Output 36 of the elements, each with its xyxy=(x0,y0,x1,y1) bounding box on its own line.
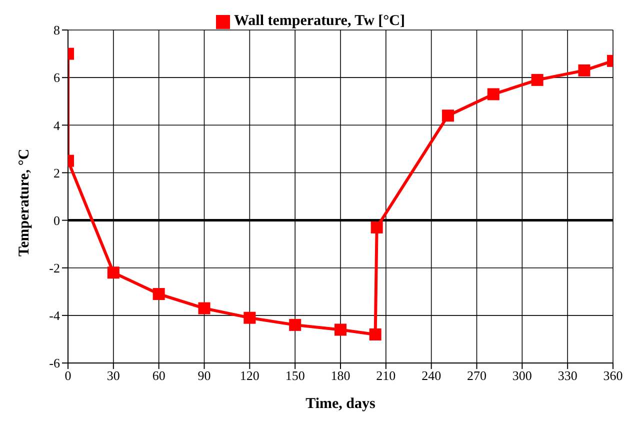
x-tick-label: 300 xyxy=(512,368,532,384)
x-tick-label: 30 xyxy=(106,368,120,384)
x-tick-label: 60 xyxy=(152,368,166,384)
x-tick-label: 210 xyxy=(376,368,396,384)
y-tick-label: 8 xyxy=(54,22,60,38)
point xyxy=(442,110,454,122)
point xyxy=(531,74,544,86)
point xyxy=(198,302,210,314)
x-tick-label: 90 xyxy=(198,368,211,384)
point xyxy=(334,324,346,336)
y-axis-title: Temperature, °C xyxy=(16,148,32,256)
point xyxy=(370,221,383,234)
x-tick-label: 270 xyxy=(467,368,486,384)
point xyxy=(244,312,256,324)
point xyxy=(152,288,165,300)
point xyxy=(369,328,382,340)
y-tick-label: 4 xyxy=(54,118,60,133)
point xyxy=(487,88,500,100)
point xyxy=(289,318,302,331)
x-tick-label: 330 xyxy=(558,368,578,384)
point xyxy=(107,266,120,279)
y-tick-label: -6 xyxy=(49,356,60,371)
x-tick-label: 360 xyxy=(603,368,623,384)
y-tick-label: -2 xyxy=(49,260,60,276)
x-axis-title: Time, days xyxy=(306,396,376,412)
x-tick-label: 150 xyxy=(285,368,305,384)
legend-label: Wall temperature, Tw [°C] xyxy=(234,13,405,29)
y-tick-label: 0 xyxy=(54,212,60,228)
y-tick-label: -4 xyxy=(49,308,60,324)
y-tick-label: 6 xyxy=(54,70,60,86)
x-tick-label: 180 xyxy=(330,368,350,384)
x-tick-label: 0 xyxy=(64,368,72,384)
x-tick-label: 240 xyxy=(422,368,442,384)
x-tick-label: 120 xyxy=(240,368,260,384)
y-tick-label: 2 xyxy=(54,165,60,180)
point xyxy=(578,64,590,76)
